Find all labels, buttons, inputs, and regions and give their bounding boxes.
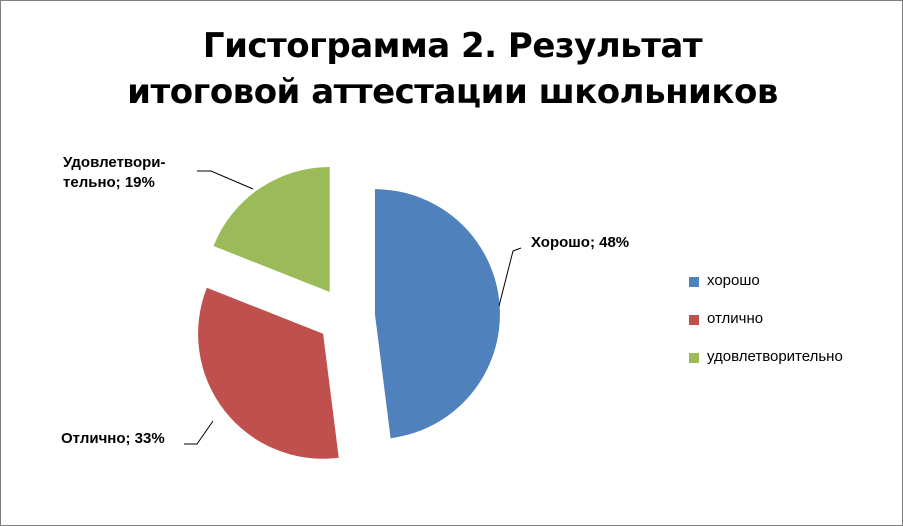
leader-line	[184, 420, 214, 445]
legend-label: отлично	[707, 310, 764, 327]
legend-label: удовлетворительно	[707, 348, 843, 365]
legend-swatch	[689, 353, 699, 363]
data-label: Хорошо; 48%	[531, 234, 630, 251]
chart-title: Гистограмма 2. Результат итоговой аттест…	[127, 26, 778, 112]
pie-slice	[374, 189, 500, 439]
legend-label: хорошо	[707, 272, 760, 289]
legend-swatch	[689, 277, 699, 287]
data-label: Отлично; 33%	[61, 430, 165, 447]
leader-line	[197, 170, 254, 190]
pie-slice	[213, 167, 330, 293]
pie-slice	[198, 287, 339, 459]
data-label: Удовлетвори- тельно; 19%	[63, 154, 166, 191]
legend-swatch	[689, 315, 699, 325]
leader-line	[498, 247, 522, 307]
